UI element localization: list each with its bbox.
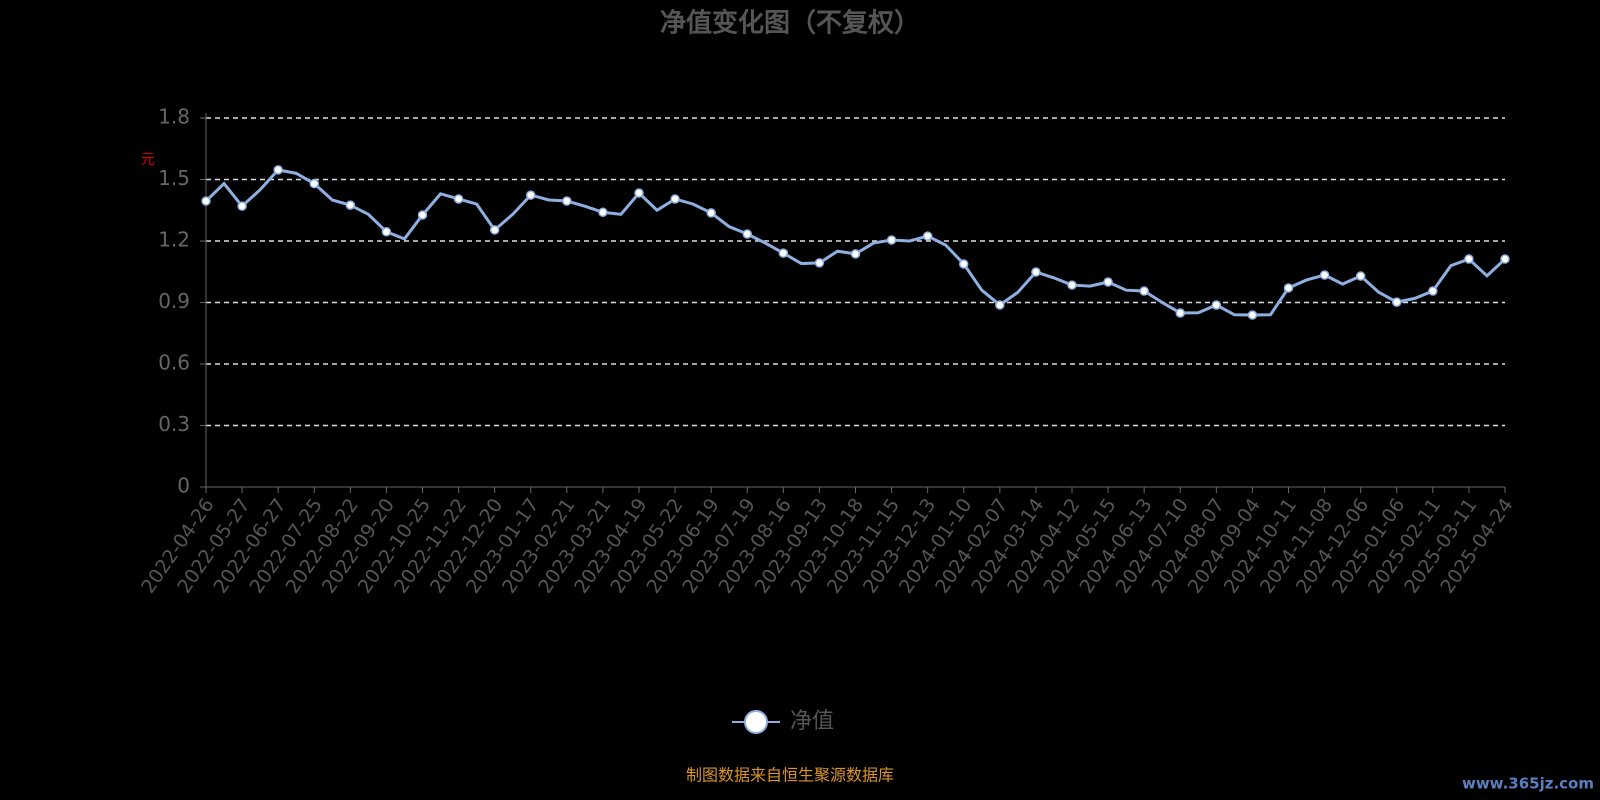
y-tick-label: 1.2 xyxy=(158,228,190,252)
legend-label: 净值 xyxy=(790,709,834,734)
data-point xyxy=(1247,310,1258,320)
data-point xyxy=(814,258,825,268)
data-point xyxy=(562,196,572,206)
data-point xyxy=(850,249,861,259)
watermark: www.365jz.com xyxy=(1462,775,1594,793)
data-point xyxy=(273,165,283,175)
data-point xyxy=(1500,254,1510,264)
data-point xyxy=(1355,271,1366,281)
data-point xyxy=(381,227,392,237)
data-point xyxy=(1103,277,1113,287)
data-point xyxy=(201,196,211,206)
data-point xyxy=(309,178,319,189)
data-point xyxy=(526,190,536,200)
legend-marker xyxy=(744,710,768,734)
data-point xyxy=(1392,297,1402,307)
data-point xyxy=(1175,308,1185,318)
data-point xyxy=(1139,286,1149,296)
y-tick-label: 0.9 xyxy=(158,289,190,313)
y-tick-label: 0.6 xyxy=(158,351,190,375)
data-point xyxy=(1428,286,1438,296)
data-point xyxy=(742,229,752,239)
data-point xyxy=(598,207,608,218)
data-point xyxy=(1031,267,1041,277)
data-point xyxy=(1283,283,1294,293)
data-point xyxy=(1211,300,1222,310)
data-point xyxy=(959,259,969,269)
data-point xyxy=(1319,270,1330,280)
data-point xyxy=(995,300,1005,310)
data-point xyxy=(345,200,356,210)
data-point xyxy=(417,210,428,220)
chart-title: 净值变化图（不复权） xyxy=(660,8,920,39)
y-tick-label: 1.8 xyxy=(158,105,190,129)
data-point xyxy=(1464,254,1474,264)
data-point xyxy=(634,188,644,198)
data-point xyxy=(453,194,464,204)
data-point xyxy=(1067,280,1077,290)
data-point xyxy=(706,208,716,218)
y-tick-label: 1.5 xyxy=(158,166,190,190)
y-tick-label: 0.3 xyxy=(158,412,190,436)
y-tick-label: 0 xyxy=(177,474,190,498)
source-note: 制图数据来自恒生聚源数据库 xyxy=(686,766,894,785)
data-point xyxy=(922,231,933,241)
data-point xyxy=(886,235,897,245)
data-point xyxy=(670,194,680,204)
y-axis-label: 元 xyxy=(141,152,155,168)
data-point xyxy=(489,225,500,235)
data-point xyxy=(237,201,247,211)
data-point xyxy=(778,248,789,258)
